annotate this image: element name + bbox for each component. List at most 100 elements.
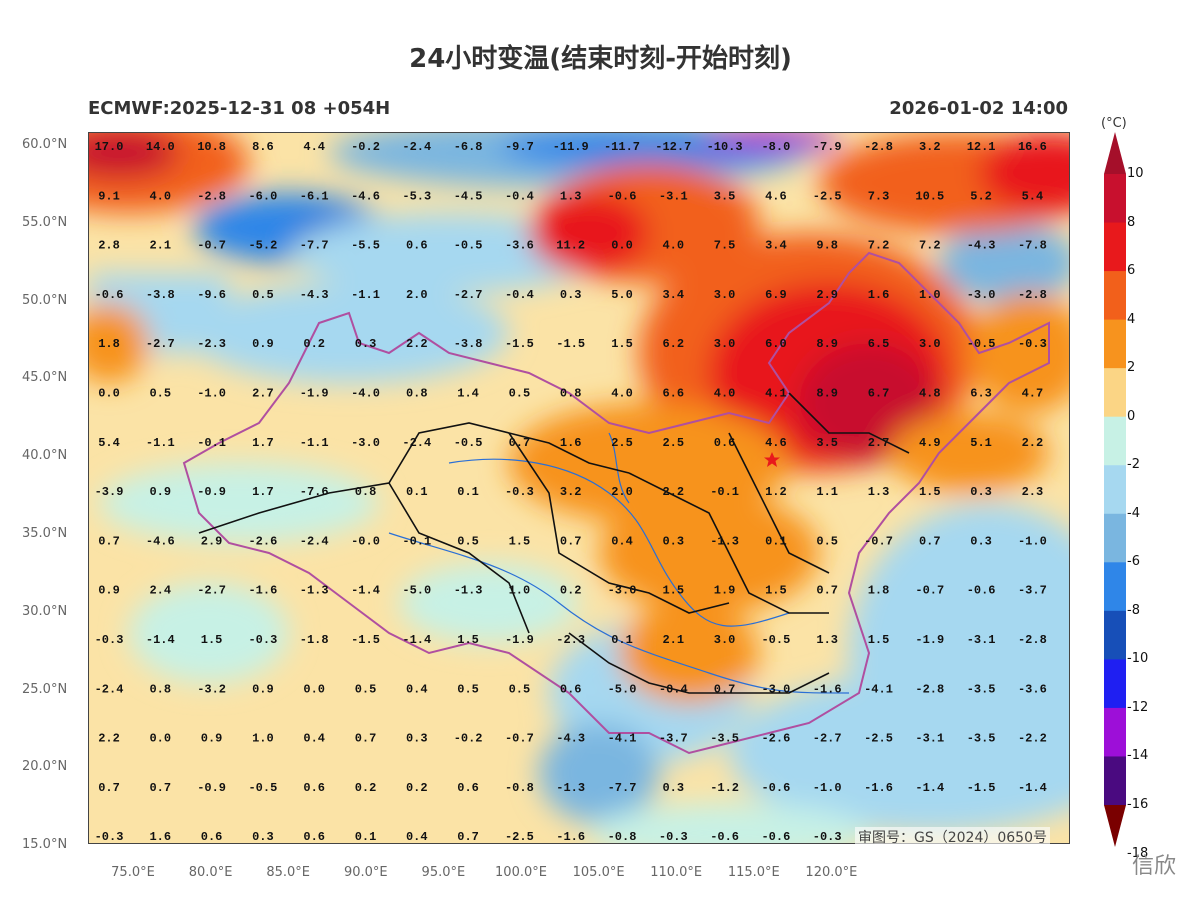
- grid-value: 0.2: [303, 337, 325, 351]
- grid-value: -0.1: [197, 436, 226, 450]
- grid-value: 0.0: [303, 682, 325, 696]
- grid-value: -1.4: [351, 584, 380, 598]
- grid-value: 0.5: [457, 682, 479, 696]
- colorbar-unit: (°C): [1101, 116, 1127, 131]
- grid-value: 1.0: [919, 288, 941, 302]
- longitude-label: 90.0°E: [343, 865, 388, 880]
- grid-value: 0.4: [611, 534, 633, 548]
- grid-value: 0.3: [355, 337, 377, 351]
- grid-value: 1.5: [201, 633, 223, 647]
- grid-value: 2.7: [252, 387, 274, 401]
- grid-value: 5.4: [98, 436, 120, 450]
- grid-value: -0.4: [1069, 781, 1070, 795]
- colorbar-label: -16: [1127, 797, 1149, 812]
- grid-value: 6.2: [662, 337, 684, 351]
- grid-value: -2.3: [197, 337, 226, 351]
- grid-value: 2.4: [149, 584, 171, 598]
- colorbar-segment: [1104, 465, 1126, 515]
- grid-value: 5.0: [611, 288, 633, 302]
- grid-value: 0.9: [252, 337, 274, 351]
- colorbar-segment: [1104, 416, 1126, 466]
- grid-value: 2.2: [406, 337, 428, 351]
- grid-value: 2.0: [406, 288, 428, 302]
- grid-value: 1.7: [252, 485, 274, 499]
- grid-value: -7.7: [608, 781, 637, 795]
- grid-value: 0.8: [149, 682, 171, 696]
- colorbar-label: -12: [1127, 699, 1149, 715]
- grid-value: 2.5: [662, 436, 684, 450]
- grid-value: 3.2: [560, 485, 582, 499]
- grid-value: 0.1: [765, 534, 787, 548]
- grid-value: 0.3: [252, 830, 274, 844]
- grid-value: -3.6: [505, 239, 534, 253]
- latitude-label: 25.0°N: [22, 681, 68, 697]
- grid-value: 4.9: [919, 436, 941, 450]
- grid-value: -0.3: [505, 485, 534, 499]
- grid-value: 2.3: [1022, 485, 1044, 499]
- grid-value: 1.5: [662, 584, 684, 598]
- grid-value: -0.6: [608, 189, 637, 203]
- grid-value: -0.3: [248, 633, 277, 647]
- grid-value: -1.7: [1069, 732, 1070, 746]
- colorbar-segment: [1104, 319, 1126, 369]
- grid-value: 0.6: [303, 830, 325, 844]
- colorbar-segment: [1104, 756, 1126, 806]
- colorbar-segment: [1104, 707, 1126, 757]
- grid-value: -5.5: [351, 239, 380, 253]
- grid-value: -4.5: [454, 189, 483, 203]
- grid-value: 0.6: [201, 830, 223, 844]
- colorbar-label: -4: [1127, 505, 1140, 521]
- longitude-label: 80.0°E: [188, 865, 233, 880]
- grid-value: -7.9: [813, 140, 842, 154]
- grid-value: 0.5: [252, 288, 274, 302]
- grid-value: 0.0: [98, 387, 120, 401]
- colorbar-label: 6: [1127, 263, 1136, 279]
- grid-value: -2.7: [454, 288, 483, 302]
- grid-value: 0.3: [662, 781, 684, 795]
- colorbar-label: -18: [1127, 845, 1149, 861]
- grid-value: 0.6: [714, 436, 736, 450]
- grid-value: -1.5: [556, 337, 585, 351]
- grid-value: -0.6: [761, 781, 790, 795]
- grid-value: 6.9: [765, 288, 787, 302]
- grid-value: -0.4: [505, 189, 534, 203]
- grid-value: -0.6: [95, 288, 124, 302]
- latitude-label: 35.0°N: [22, 526, 68, 541]
- grid-value: -1.3: [454, 584, 483, 598]
- grid-value: 1.8: [868, 584, 890, 598]
- grid-value: -2.8: [915, 682, 944, 696]
- grid-value: -1.6: [556, 830, 585, 844]
- latitude-label: 15.0°N: [22, 837, 68, 853]
- grid-value: 3.0: [714, 337, 736, 351]
- grid-value: -4.0: [351, 387, 380, 401]
- grid-value: -1.0: [1018, 534, 1047, 548]
- grid-value: 0.8: [560, 387, 582, 401]
- grid-value: 10.8: [197, 140, 226, 154]
- grid-value: 0.8: [355, 485, 377, 499]
- grid-value: 0.1: [406, 485, 428, 499]
- colorbar-segment: [1104, 610, 1126, 660]
- province-boundaries: [198, 392, 910, 694]
- grid-value: 0.4: [406, 682, 428, 696]
- longitude-label: 105.0°E: [572, 865, 625, 880]
- grid-value: 1.5: [765, 584, 787, 598]
- longitude-label: 85.0°E: [266, 865, 311, 880]
- colorbar-segment: [1104, 174, 1126, 224]
- grid-value: 7.2: [919, 239, 941, 253]
- grid-value: -1.5: [351, 633, 380, 647]
- grid-value: -2.6: [248, 534, 277, 548]
- grid-value: -11.9: [553, 140, 589, 154]
- grid-value: 1.3: [868, 485, 890, 499]
- grid-value: 3.4: [662, 288, 684, 302]
- grid-value: 4.0: [611, 387, 633, 401]
- grid-value: 2.9: [201, 534, 223, 548]
- grid-value: -2.4: [402, 140, 431, 154]
- grid-value: -1.2: [710, 781, 739, 795]
- grid-value: 1.5: [509, 534, 531, 548]
- grid-value: -0.9: [197, 485, 226, 499]
- grid-value: 4.0: [149, 189, 171, 203]
- latitude-label: 30.0°N: [22, 603, 68, 619]
- grid-value: -2.9: [1069, 682, 1070, 696]
- grid-value: -0.3: [1018, 337, 1047, 351]
- grid-value: -4.6: [351, 189, 380, 203]
